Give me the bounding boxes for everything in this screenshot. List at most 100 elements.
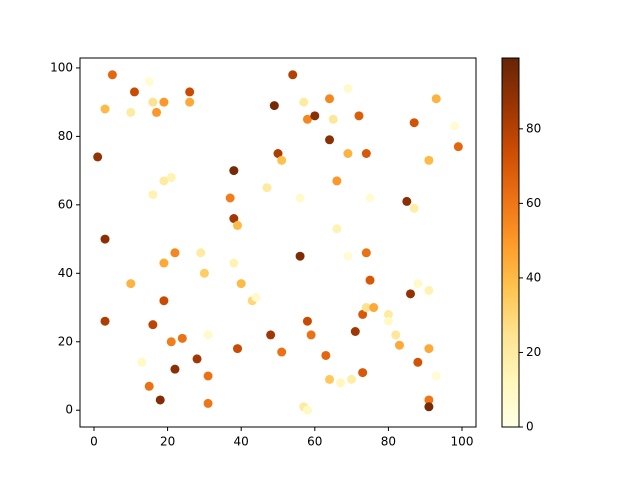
point [321, 350, 331, 360]
point [196, 248, 206, 258]
colorbar-tick-label: 60 [526, 196, 541, 210]
point [361, 149, 371, 159]
point [166, 172, 176, 182]
point [350, 326, 360, 336]
point [424, 395, 434, 405]
y-tick-label: 100 [50, 60, 73, 74]
point [148, 320, 158, 330]
point [424, 402, 434, 412]
point [310, 111, 320, 121]
point [277, 155, 287, 165]
point [137, 357, 147, 367]
point [93, 152, 103, 162]
point [402, 196, 412, 206]
point [332, 176, 342, 186]
y-tick-label: 40 [58, 266, 73, 280]
point [358, 368, 368, 378]
colorbar-tick-label: 0 [526, 420, 534, 434]
point [159, 176, 169, 186]
x-tick-label: 40 [234, 435, 249, 449]
point [262, 183, 272, 193]
point [365, 193, 375, 203]
point [233, 220, 243, 230]
y-tick-label: 80 [58, 129, 73, 143]
point [192, 354, 202, 364]
point [170, 364, 180, 374]
point [236, 279, 246, 289]
point [185, 97, 195, 107]
point [129, 87, 139, 97]
x-tick-label: 0 [90, 435, 98, 449]
point [343, 83, 353, 93]
point [328, 114, 338, 124]
point [166, 337, 176, 347]
point [185, 87, 195, 97]
point [144, 77, 154, 87]
point [233, 344, 243, 354]
point [383, 316, 393, 326]
point [431, 94, 441, 104]
point [170, 248, 180, 258]
point [100, 316, 110, 326]
point [277, 347, 287, 357]
point [336, 378, 346, 388]
point [325, 94, 335, 104]
point [358, 309, 368, 319]
point [405, 289, 415, 299]
point [394, 340, 404, 350]
y-tick-label: 60 [58, 197, 73, 211]
point [100, 104, 110, 114]
point [229, 258, 239, 268]
point [126, 107, 136, 117]
point [302, 405, 312, 415]
point [126, 279, 136, 289]
point [302, 114, 312, 124]
point [413, 279, 423, 289]
colorbar-tick-label: 40 [526, 270, 541, 284]
point [100, 234, 110, 244]
point [148, 190, 158, 200]
point [152, 107, 162, 117]
point [383, 309, 393, 319]
point [299, 97, 309, 107]
point [413, 357, 423, 367]
point [343, 149, 353, 159]
point [225, 193, 235, 203]
point [450, 121, 460, 131]
point [203, 371, 213, 381]
point [148, 97, 158, 107]
point [409, 203, 419, 213]
point [431, 371, 441, 381]
colorbar-tick-label: 80 [526, 121, 541, 135]
point [107, 70, 117, 80]
point [273, 149, 283, 159]
point [391, 330, 401, 340]
point [295, 193, 305, 203]
point [325, 374, 335, 384]
point [288, 70, 298, 80]
x-tick-label: 80 [381, 435, 396, 449]
plot-frame [79, 57, 477, 428]
x-tick-label: 60 [307, 435, 322, 449]
point [155, 395, 165, 405]
colorbar-tick-label: 20 [526, 345, 541, 359]
y-tick-label: 20 [58, 334, 73, 348]
point [159, 296, 169, 306]
point [332, 224, 342, 234]
point [424, 285, 434, 295]
point [229, 166, 239, 176]
point [203, 330, 213, 340]
point [266, 330, 276, 340]
point [354, 111, 364, 121]
point [343, 251, 353, 261]
point [347, 374, 357, 384]
point [302, 316, 312, 326]
point [159, 97, 169, 107]
point [144, 381, 154, 391]
point [229, 214, 239, 224]
point [361, 303, 371, 313]
x-tick-label: 20 [160, 435, 175, 449]
point [369, 303, 379, 313]
